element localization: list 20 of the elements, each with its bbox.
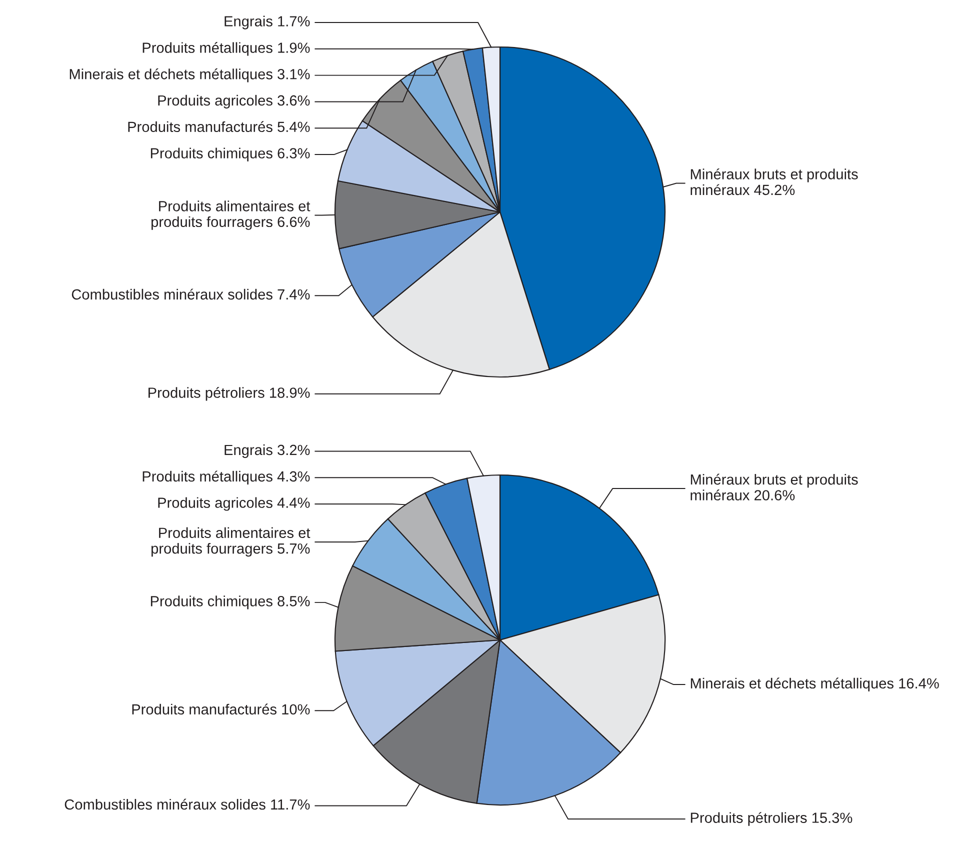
slice-label: Produits métalliques 1.9% (142, 42, 310, 56)
slice-label: Produits métalliques 4.3% (142, 470, 310, 484)
slice-label: Engrais 3.2% (224, 444, 310, 458)
slice-label: Produits pétroliers 18.9% (148, 387, 310, 401)
slice-label: Minerais et déchets métalliques 3.1% (70, 68, 310, 82)
slice-label: Minerais et déchets métalliques 16.4% (690, 678, 939, 692)
slice-label: Minéraux bruts et produits minéraux 20.6% (690, 474, 858, 500)
slice-label: Produits chimiques 8.5% (150, 596, 310, 610)
slice-label: Minéraux bruts et produits minéraux 45.2% (690, 168, 858, 196)
slice-label: Produits alimentaires et produits fourragers 5.7% (152, 527, 310, 557)
slice-label: Produits chimiques 6.3% (150, 148, 310, 162)
slice-label: Engrais 1.7% (224, 16, 310, 30)
slice-label: Produits manufacturés 10% (132, 704, 310, 715)
slice-label: Combustibles minéraux solides 11.7% (64, 798, 310, 810)
slice-label: Combustibles minéraux solides 7.4% (72, 288, 310, 300)
slice-label: Produits pétroliers 15.3% (690, 812, 852, 826)
slice-label: Produits agricoles 3.6% (158, 94, 310, 109)
slice-label: Produits alimentaires et produits fourragers 6.6% (152, 200, 310, 230)
slice-label: Produits manufacturés 5.4% (128, 121, 310, 132)
slice-label: Produits agricoles 4.4% (158, 497, 310, 511)
